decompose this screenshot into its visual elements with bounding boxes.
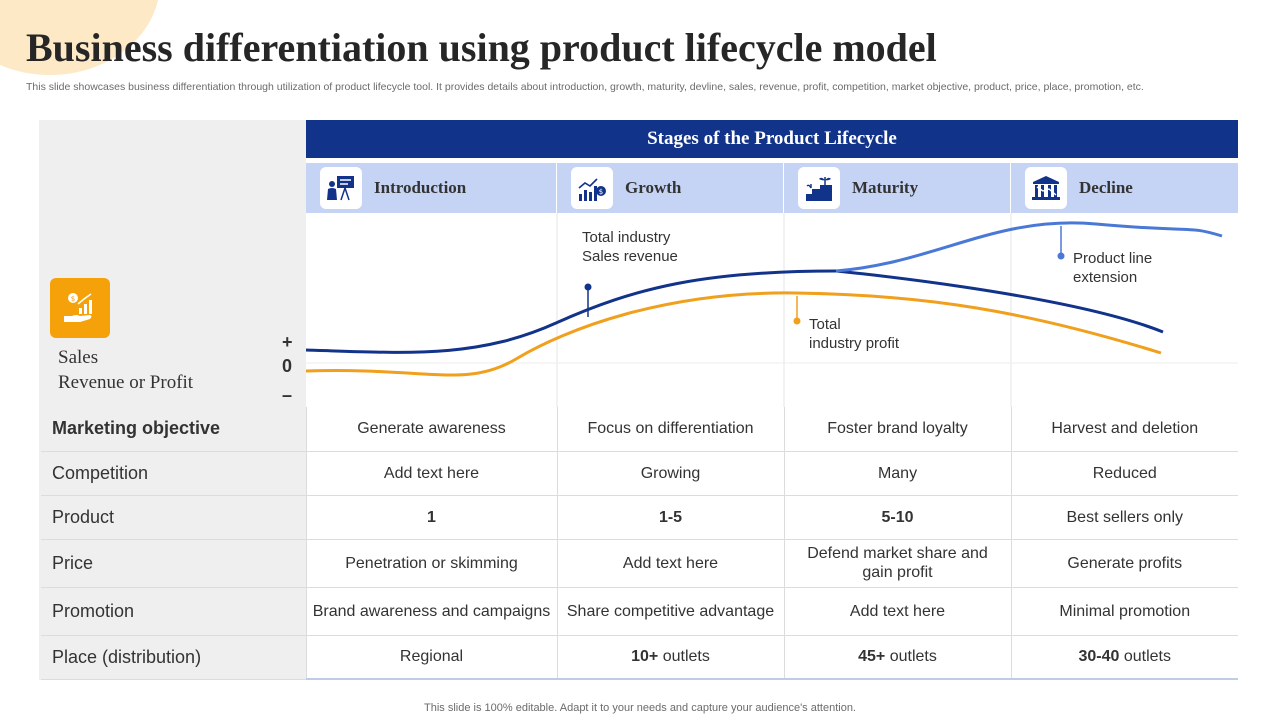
table-row: Price Penetration or skimming Add text h… [41, 539, 1238, 588]
stage-row: Introduction $ Growth [306, 163, 1238, 213]
table-row: Product 1 1-5 5-10 Best sellers only [41, 495, 1238, 540]
extension-line [835, 221, 1223, 273]
table-cell: Regional [305, 635, 557, 680]
axis-plus: + [282, 332, 293, 352]
table-cell: Many [783, 451, 1011, 496]
annotation-line: Sales revenue [582, 248, 678, 265]
profit-line [306, 291, 1162, 377]
table-cell: Harvest and deletion [1010, 407, 1238, 452]
stage-growth: $ Growth [557, 163, 784, 213]
table-cell: Share competitive advantage [556, 587, 784, 636]
table-cell: Generate awareness [305, 407, 557, 452]
plant-steps-icon [798, 167, 840, 209]
table-cell: Foster brand loyalty [783, 407, 1011, 452]
table-row: Competition Add text here Growing Many R… [41, 451, 1238, 496]
svg-text:$: $ [71, 295, 75, 303]
table-cell: Reduced [1010, 451, 1238, 496]
money-hand-icon: $ [50, 278, 110, 338]
svg-text:$: $ [599, 188, 603, 196]
revenue-dot [584, 283, 592, 291]
table-cell: 1-5 [556, 495, 784, 540]
outlet-count: 10+ [631, 648, 659, 666]
stage-label: Maturity [852, 178, 919, 197]
row-header: Price [41, 539, 306, 588]
page-title: Business differentiation using product l… [26, 25, 937, 70]
row-header: Marketing objective [41, 407, 306, 452]
stage-label: Introduction [374, 178, 467, 197]
table-cell: 45+ outlets [783, 635, 1011, 680]
lifecycle-chart [306, 213, 1238, 407]
table-row: Marketing objective Generate awareness F… [41, 407, 1238, 452]
y-axis-label: Sales Revenue or Profit [58, 345, 193, 395]
axis-minus: – [282, 385, 293, 405]
axis-zero: 0 [282, 356, 293, 376]
table-cell: Generate profits [1010, 539, 1238, 588]
extension-annotation: Product line extension [1073, 249, 1152, 287]
lifecycle-table: Marketing objective Generate awareness F… [41, 407, 1238, 680]
table-cell: 10+ outlets [556, 635, 784, 680]
y-axis-label-line: Sales [58, 347, 99, 368]
stage-label: Decline [1079, 178, 1133, 197]
table-cell: Brand awareness and campaigns [305, 587, 557, 636]
revenue-decline-line [835, 269, 1164, 334]
table-cell: Add text here [305, 451, 557, 496]
table-cell: Defend market share and gain profit [783, 539, 1011, 588]
table-cell: Best sellers only [1010, 495, 1238, 540]
table-cell: Growing [556, 451, 784, 496]
row-header: Promotion [41, 587, 306, 636]
y-axis-label-line: Revenue or Profit [58, 372, 194, 393]
table-cell: Add text here [556, 539, 784, 588]
profit-dot [793, 317, 801, 325]
growth-chart-icon: $ [571, 167, 613, 209]
table-cell: 5-10 [783, 495, 1011, 540]
table-cell: Minimal promotion [1010, 587, 1238, 636]
annotation-line: extension [1073, 269, 1138, 286]
table-cell: 1 [305, 495, 557, 540]
stage-decline: Decline [1011, 163, 1238, 213]
table-cell: Focus on differentiation [556, 407, 784, 452]
annotation-line: Total industry [582, 229, 671, 246]
annotation-line: Total [809, 316, 841, 333]
revenue-line [306, 269, 837, 354]
revenue-annotation: Total industry Sales revenue [582, 228, 678, 266]
footer-note: This slide is 100% editable. Adapt it to… [424, 702, 856, 714]
outlet-count: 30-40 [1078, 648, 1120, 666]
table-cell: Penetration or skimming [305, 539, 557, 588]
bank-decline-icon [1025, 167, 1067, 209]
row-header: Place (distribution) [41, 635, 306, 680]
lifecycle-header: Stages of the Product Lifecycle [306, 120, 1238, 158]
annotation-line: Product line [1073, 250, 1153, 267]
row-header: Product [41, 495, 306, 540]
stage-label: Growth [625, 178, 682, 197]
stage-maturity: Maturity [784, 163, 1011, 213]
stage-introduction: Introduction [306, 163, 557, 213]
presentation-icon [320, 167, 362, 209]
outlet-count: 45+ [858, 648, 886, 666]
table-cell: 30-40 outlets [1010, 635, 1238, 680]
annotation-line: industry profit [809, 335, 900, 352]
profit-annotation: Total industry profit [809, 315, 899, 353]
table-cell: Add text here [783, 587, 1011, 636]
row-header: Competition [41, 451, 306, 496]
table-row: Promotion Brand awareness and campaigns … [41, 587, 1238, 636]
extension-dot [1057, 252, 1065, 260]
table-row: Place (distribution) Regional 10+ outlet… [41, 635, 1238, 680]
page-subtitle: This slide showcases business differenti… [26, 81, 1144, 93]
